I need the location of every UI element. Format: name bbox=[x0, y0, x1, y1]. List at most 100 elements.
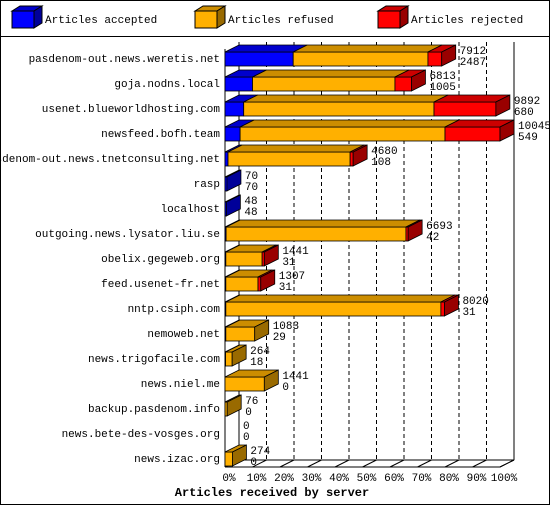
x-tick-label: 100% bbox=[491, 473, 518, 485]
data-label-total: 48 bbox=[244, 196, 257, 208]
y-tick-label: outgoing.news.lysator.liu.se bbox=[35, 229, 220, 241]
y-tick-label: backup.pasdenom.info bbox=[88, 404, 220, 416]
bar-segment bbox=[349, 144, 368, 167]
bar-top bbox=[293, 44, 443, 53]
bar-side bbox=[495, 94, 511, 117]
tick-mark bbox=[444, 459, 460, 468]
bar-front bbox=[394, 76, 412, 92]
bar-front bbox=[440, 301, 445, 317]
bar-segment bbox=[261, 244, 279, 267]
data-label-accepted: 31 bbox=[462, 307, 476, 319]
tick-mark bbox=[472, 459, 487, 468]
y-tick-label: news.izac.org bbox=[134, 454, 220, 466]
data-label-total: 264 bbox=[250, 346, 270, 358]
bar-front bbox=[227, 151, 351, 167]
tick-mark bbox=[499, 459, 515, 468]
bar-segment bbox=[224, 69, 267, 92]
bar-front bbox=[225, 351, 233, 367]
x-tick-label: 10% bbox=[247, 473, 267, 485]
data-label-accepted: 549 bbox=[518, 132, 538, 144]
bar-segment bbox=[224, 169, 242, 192]
bar-side bbox=[226, 169, 242, 192]
data-label-total: 6693 bbox=[426, 221, 452, 233]
bar-front bbox=[243, 101, 435, 117]
data-label-total: 1441 bbox=[282, 246, 309, 258]
bar-segment bbox=[440, 294, 459, 317]
x-tick-label: 90% bbox=[467, 473, 487, 485]
data-label-total: 10045 bbox=[518, 121, 550, 133]
y-tick-label: news.trigofacile.com bbox=[88, 354, 220, 366]
x-tick-label: 30% bbox=[302, 473, 322, 485]
bar-side bbox=[352, 144, 368, 167]
data-label-total: 8020 bbox=[462, 296, 488, 308]
bar-top bbox=[225, 219, 421, 228]
bar-front bbox=[224, 51, 294, 67]
data-label-total: 1083 bbox=[273, 321, 299, 333]
bar-segment bbox=[224, 194, 241, 217]
data-label-accepted: 31 bbox=[282, 257, 296, 269]
tick-mark bbox=[334, 459, 350, 468]
bar-front bbox=[292, 51, 429, 67]
bar-segment bbox=[224, 444, 247, 467]
legend-key bbox=[193, 5, 227, 29]
bar-front bbox=[349, 151, 354, 167]
bar-front bbox=[225, 301, 442, 317]
bar-top bbox=[239, 119, 460, 128]
y-tick-label: news.niel.me bbox=[141, 379, 220, 391]
data-label-accepted: 0 bbox=[250, 457, 257, 469]
bar-front bbox=[225, 251, 263, 267]
data-label-total: 70 bbox=[245, 171, 258, 183]
legend-key-front bbox=[11, 10, 35, 29]
bar-segment bbox=[394, 69, 426, 92]
data-label-total: 4680 bbox=[371, 146, 397, 158]
bar-segment bbox=[405, 219, 423, 242]
legend-key bbox=[10, 5, 44, 29]
data-label-total: 1441 bbox=[282, 371, 309, 383]
y-tick-label: newsfeed.bofh.team bbox=[101, 129, 220, 141]
tick-mark bbox=[307, 459, 322, 468]
y-tick-label: nntp.csiph.com bbox=[128, 304, 221, 316]
bar-front bbox=[224, 451, 233, 467]
bar-side bbox=[263, 369, 279, 392]
legend-label: Articles refused bbox=[228, 15, 334, 27]
bar-segment bbox=[225, 269, 273, 292]
x-tick-label: 0% bbox=[222, 473, 236, 485]
y-tick-label: pasdenom-out.news.tnetconsulting.net bbox=[0, 154, 220, 166]
data-label-accepted: 0 bbox=[245, 407, 252, 419]
bar-side bbox=[444, 294, 459, 317]
bar-segment bbox=[224, 44, 308, 67]
bar-top bbox=[252, 69, 410, 78]
bar-segment bbox=[225, 244, 277, 267]
y-tick-label: nemoweb.net bbox=[147, 329, 220, 341]
bar-front bbox=[224, 76, 253, 92]
legend-key-front bbox=[194, 10, 218, 29]
bar-side bbox=[263, 244, 279, 267]
bar-side bbox=[231, 344, 247, 367]
tick-mark bbox=[279, 459, 295, 468]
bar-front bbox=[433, 101, 497, 117]
x-axis-title: Articles received by server bbox=[175, 486, 369, 500]
bar-side bbox=[407, 219, 423, 242]
data-label-accepted: 2487 bbox=[460, 57, 486, 69]
bar-front bbox=[252, 76, 396, 92]
data-label-accepted: 680 bbox=[514, 107, 534, 119]
legend-label: Articles accepted bbox=[45, 15, 157, 27]
x-tick-label: 20% bbox=[274, 473, 294, 485]
bar-segment bbox=[257, 269, 276, 292]
data-label-accepted: 48 bbox=[244, 207, 257, 219]
bar-side bbox=[411, 69, 426, 92]
bar-segment bbox=[225, 219, 421, 242]
bar-top bbox=[243, 94, 449, 103]
bar-segment bbox=[224, 394, 242, 417]
bar-segment bbox=[243, 94, 449, 117]
legend-key-front bbox=[377, 10, 401, 29]
tick-mark bbox=[389, 459, 405, 468]
legend-key bbox=[376, 5, 410, 29]
tick-mark bbox=[252, 459, 267, 468]
bar-segment bbox=[224, 369, 279, 392]
bar-front bbox=[225, 276, 259, 292]
legend-label: Articles rejected bbox=[411, 15, 523, 27]
bar-segment bbox=[444, 119, 515, 142]
bar-front bbox=[427, 51, 443, 67]
